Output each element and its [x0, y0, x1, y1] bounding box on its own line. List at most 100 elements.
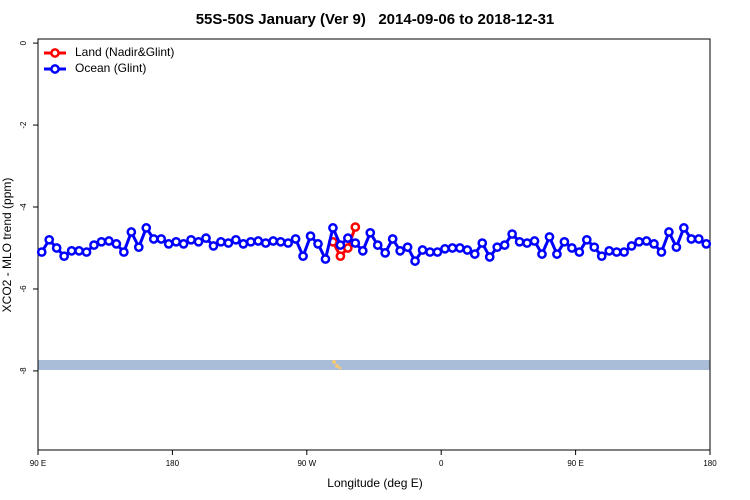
data-point	[440, 243, 450, 254]
data-point	[619, 247, 629, 257]
data-point	[298, 251, 308, 262]
data-point	[365, 227, 376, 238]
y-tick-label: -6	[19, 285, 28, 293]
data-point	[574, 247, 585, 257]
y-tick-label: 0	[19, 40, 28, 45]
data-point	[171, 236, 181, 247]
data-point	[664, 227, 674, 237]
data-point	[469, 249, 480, 259]
data-point	[313, 239, 323, 249]
data-point	[693, 234, 704, 244]
x-tick-label: 90 W	[297, 459, 316, 468]
data-point	[238, 239, 249, 249]
data-point	[484, 252, 495, 262]
data-point	[320, 254, 331, 264]
data-point	[626, 241, 637, 251]
data-point	[462, 245, 473, 255]
y-axis-label: XCO2 - MLO trend (ppm)	[0, 178, 14, 313]
data-point	[529, 236, 540, 246]
data-point	[477, 238, 488, 248]
data-point	[343, 233, 353, 243]
data-point	[96, 236, 107, 247]
data-point	[432, 247, 443, 257]
map-dot	[335, 364, 339, 368]
data-point	[104, 236, 114, 246]
data-point	[328, 223, 338, 233]
data-point	[559, 236, 570, 247]
data-point	[343, 243, 353, 253]
data-point	[208, 241, 219, 251]
legend-label: Land (Nadir&Glint)	[75, 45, 174, 59]
data-point	[567, 243, 577, 253]
data-point	[51, 243, 62, 253]
data-point	[193, 236, 204, 247]
y-tick-label: -2	[19, 121, 28, 129]
data-point	[66, 246, 77, 256]
data-point	[141, 223, 152, 233]
data-point	[126, 227, 137, 237]
data-point	[604, 246, 615, 256]
x-tick-label: 90 E	[567, 459, 583, 468]
legend-marker	[50, 48, 60, 58]
data-point	[111, 239, 122, 249]
data-point	[522, 238, 532, 248]
chart-title: 55S-50S January (Ver 9) 2014-09-06 to 20…	[196, 11, 555, 28]
data-point	[671, 242, 682, 253]
data-point	[395, 246, 405, 256]
data-point	[216, 236, 226, 247]
map-dot	[332, 360, 336, 364]
data-point	[350, 238, 361, 248]
data-point	[507, 229, 517, 239]
data-point	[372, 240, 383, 250]
data-point	[44, 234, 55, 245]
data-point	[156, 234, 167, 244]
x-axis-label: Longitude (deg E)	[327, 476, 422, 490]
data-point	[589, 242, 600, 253]
data-point	[133, 242, 144, 253]
data-point	[74, 246, 84, 256]
data-point	[447, 243, 458, 253]
data-point	[231, 234, 241, 245]
x-tick-label: 180	[166, 459, 180, 468]
data-point	[641, 236, 652, 246]
data-point	[649, 239, 659, 249]
data-point	[380, 248, 391, 258]
data-point	[260, 238, 271, 248]
data-point	[335, 251, 346, 262]
data-point	[89, 240, 99, 250]
data-point	[544, 232, 555, 242]
data-point	[596, 251, 607, 262]
data-point	[36, 247, 47, 257]
data-point	[119, 247, 129, 257]
data-point	[410, 256, 420, 266]
data-point	[701, 239, 712, 249]
data-point	[201, 233, 211, 243]
x-tick-label: 0	[439, 459, 444, 468]
data-point	[290, 234, 301, 244]
data-point	[148, 234, 159, 244]
data-point	[350, 222, 361, 232]
data-point	[387, 234, 398, 244]
data-point	[514, 236, 525, 247]
data-point	[81, 247, 92, 257]
data-point	[275, 236, 286, 247]
data-point	[283, 238, 293, 248]
x-tick-label: 180	[703, 459, 717, 468]
data-point	[686, 234, 697, 244]
data-point	[611, 247, 622, 257]
data-point	[581, 234, 592, 245]
y-tick-label: -4	[19, 203, 28, 211]
data-point	[656, 247, 667, 257]
data-point	[223, 238, 234, 248]
data-point	[537, 249, 547, 259]
data-point	[425, 247, 435, 257]
data-point	[245, 236, 256, 247]
data-point	[268, 236, 279, 246]
legend-marker	[50, 64, 60, 74]
y-tick-label: -8	[19, 367, 28, 375]
data-point	[417, 245, 428, 255]
data-point	[163, 239, 174, 249]
data-point	[335, 240, 346, 250]
data-point	[186, 234, 196, 245]
